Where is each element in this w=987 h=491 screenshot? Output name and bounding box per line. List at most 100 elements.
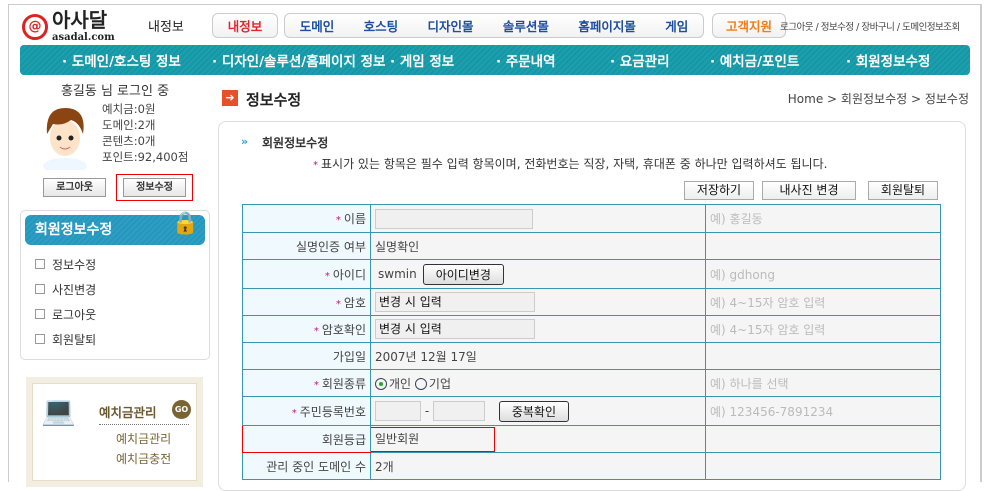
nav-domain-hosting[interactable]: · 도메인/호스팅 정보 <box>62 54 181 70</box>
password-input[interactable]: 변경 시 입력 <box>375 292 535 312</box>
nav-game[interactable]: · 게임 정보 <box>390 54 455 70</box>
row-joined: 가입일 2007년 12월 17일 <box>242 342 941 370</box>
page-frame <box>8 4 982 482</box>
logout-button[interactable]: 로그아웃 <box>43 178 106 197</box>
row-ssn: * 주민등록번호 - 중복확인 예) 123456-7891234 <box>242 396 941 426</box>
hint: 예) 하나를 선택 <box>705 369 941 397</box>
ssn-second-input[interactable] <box>433 401 485 421</box>
main-tabs: 도메인 호스팅 디자인몰 솔루션몰 홈페이지몰 게임 <box>284 13 704 38</box>
notice-text: 표시가 있는 항목은 필수 입력 항목이며, 전화번호는 직장, 자택, 휴대폰… <box>321 157 828 171</box>
password-confirm-input[interactable]: 변경 시 입력 <box>375 319 535 339</box>
tab-my-info[interactable]: 내정보 <box>212 13 278 38</box>
tab-game[interactable]: 게임 <box>665 19 689 34</box>
deposit-title[interactable]: 예치금관리 <box>99 405 157 420</box>
tab-homepage-mall[interactable]: 홈페이지몰 <box>578 19 636 34</box>
user-domains: 도메인:2개 <box>102 118 156 132</box>
nav-orders[interactable]: · 주문내역 <box>496 54 556 70</box>
tab-support[interactable]: 고객지원 <box>712 13 786 38</box>
label: 암호확인 <box>321 322 366 337</box>
ssn-first-input[interactable] <box>375 401 421 421</box>
label: 관리 중인 도메인 수 <box>242 452 371 480</box>
duplicate-check-button[interactable]: 중복확인 <box>498 400 569 422</box>
value: 2007년 12월 17일 <box>370 342 706 370</box>
nav-design-solution[interactable]: · 디자인/솔루션/홈페이지 정보 <box>212 54 386 70</box>
logo-domain: asadal.com <box>52 32 115 43</box>
laptop-coins-icon: 💻 <box>41 394 76 427</box>
value: 일반회원 <box>371 426 495 452</box>
top-links[interactable]: 로그아웃 / 정보수정 / 장바구니 / 도메인정보조회 <box>780 22 960 33</box>
page-title: 정보수정 <box>246 91 302 109</box>
tab-label[interactable]: 내정보 <box>227 19 263 34</box>
member-form: * 이름 예) 홍길동 실명인증 여부 실명확인 * 아이디 swmin 아이디변경 예) g… <box>242 204 941 480</box>
highlight-box <box>116 174 193 201</box>
divider <box>99 424 189 425</box>
label: 가입일 <box>242 342 371 370</box>
hint: 예) 홍길동 <box>705 204 941 233</box>
dash: - <box>424 403 430 418</box>
section-heading: 회원정보수정 <box>262 136 329 150</box>
side-item-logout[interactable]: 로그아웃 <box>35 306 96 323</box>
tab-design-mall[interactable]: 디자인몰 <box>427 19 474 34</box>
breadcrumb: Home > 회원정보수정 > 정보수정 <box>787 92 969 106</box>
deposit-manage-link[interactable]: 예치금관리 <box>116 432 172 446</box>
sub-nav: · 도메인/호스팅 정보 · 디자인/솔루션/홈페이지 정보 · 게임 정보 ·… <box>20 45 970 75</box>
label: 회원종류 <box>321 376 366 391</box>
section-title: 내정보 <box>148 20 184 35</box>
save-button[interactable]: 저장하기 <box>684 181 754 200</box>
radio-label: 개인 <box>389 376 412 391</box>
tab-domain[interactable]: 도메인 <box>299 19 335 34</box>
row-password: * 암호 변경 시 입력 예) 4~15자 암호 입력 <box>242 288 941 316</box>
tab-label[interactable]: 고객지원 <box>725 19 772 34</box>
value: 2개 <box>370 452 706 480</box>
row-name: * 이름 예) 홍길동 <box>242 204 941 233</box>
label: 주민등록번호 <box>299 404 366 419</box>
double-chevron-icon: » <box>241 135 249 148</box>
deposit-charge-link[interactable]: 예치금충전 <box>116 452 172 466</box>
nav-member-edit[interactable]: · 회원정보수정 <box>846 54 931 70</box>
row-realname: 실명인증 여부 실명확인 <box>242 232 941 260</box>
row-password-confirm: * 암호확인 변경 시 입력 예) 4~15자 암호 입력 <box>242 315 941 343</box>
deposit-box: 💻 예치금관리 GO 예치금관리 예치금충전 <box>26 377 203 487</box>
user-deposit: 예치금:0원 <box>102 102 156 116</box>
name-input[interactable] <box>375 208 533 229</box>
change-photo-button[interactable]: 내사진 변경 <box>762 181 856 200</box>
hint: 예) 4~15자 암호 입력 <box>705 315 941 343</box>
user-points: 포인트:92,400점 <box>102 150 189 164</box>
nav-billing[interactable]: · 요금관리 <box>610 54 670 70</box>
logo[interactable]: @ 아사달 asadal.com <box>22 10 115 43</box>
go-button[interactable]: GO <box>172 400 191 419</box>
change-id-button[interactable]: 아이디변경 <box>422 263 504 285</box>
radio-personal[interactable] <box>375 378 387 390</box>
value: 실명확인 <box>370 232 706 260</box>
hint: 예) gdhong <box>705 259 941 289</box>
logo-text: 아사달 <box>52 8 108 32</box>
login-greeting: 홍길동 님 로그인 중 <box>60 84 170 99</box>
row-grade: 회원등급 일반회원 <box>242 425 941 453</box>
radio-business[interactable] <box>414 378 427 390</box>
logo-mark-icon: @ <box>22 13 48 40</box>
hint: 예) 123456-7891234 <box>705 396 941 426</box>
side-item-edit[interactable]: 정보수정 <box>35 256 96 273</box>
required-notice: * 표시가 있는 항목은 필수 입력 항목이며, 전화번호는 직장, 자택, 휴대… <box>313 155 827 172</box>
label: 아이디 <box>332 267 366 282</box>
label: 이름 <box>343 212 366 226</box>
row-id: * 아이디 swmin 아이디변경 예) gdhong <box>242 259 941 289</box>
required-star-icon: * <box>313 160 318 171</box>
radio-label: 기업 <box>428 376 452 391</box>
side-item-withdraw[interactable]: 회원탈퇴 <box>35 331 96 348</box>
tab-solution-mall[interactable]: 솔루션몰 <box>502 19 549 34</box>
label: 암호 <box>343 295 366 310</box>
withdraw-button[interactable]: 회원탈퇴 <box>868 181 938 200</box>
row-domain-count: 관리 중인 도메인 수 2개 <box>242 452 941 480</box>
tab-hosting[interactable]: 호스팅 <box>363 19 399 34</box>
edit-info-button[interactable]: 정보수정 <box>123 178 186 197</box>
side-menu-title: 회원정보수정 🔒 <box>25 211 205 245</box>
label: 회원등급 <box>242 425 371 453</box>
side-item-photo[interactable]: 사진변경 <box>35 281 96 298</box>
nav-deposit-points[interactable]: · 예치금/포인트 <box>710 54 800 70</box>
id-value: swmin <box>378 266 417 281</box>
side-menu-title-text: 회원정보수정 <box>35 222 113 238</box>
arrow-right-icon: ➜ <box>222 90 238 106</box>
lock-icon: 🔒 <box>171 211 199 236</box>
label: 실명인증 여부 <box>242 232 371 260</box>
